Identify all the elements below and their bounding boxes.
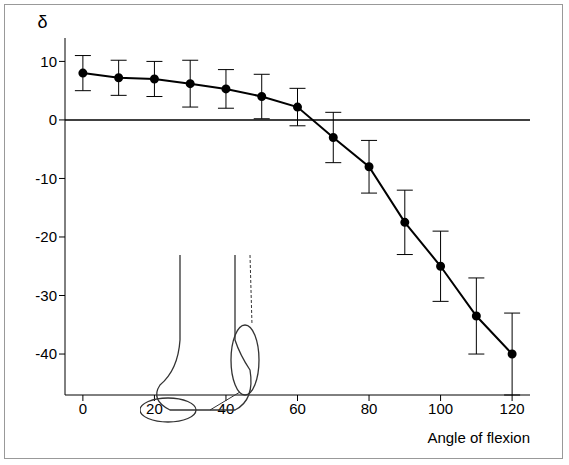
svg-text:-40: -40 — [35, 345, 57, 362]
svg-text:-20: -20 — [35, 228, 57, 245]
svg-text:120: 120 — [500, 400, 525, 417]
svg-text:80: 80 — [361, 400, 378, 417]
svg-text:-30: -30 — [35, 287, 57, 304]
svg-text:0: 0 — [49, 111, 57, 128]
svg-text:0: 0 — [79, 400, 87, 417]
svg-text:40: 40 — [218, 400, 235, 417]
svg-text:60: 60 — [289, 400, 306, 417]
svg-text:δ: δ — [37, 12, 47, 32]
svg-text:-10: -10 — [35, 170, 57, 187]
svg-text:20: 20 — [146, 399, 163, 417]
svg-text:100: 100 — [428, 400, 453, 417]
svg-text:Angle of flexion: Angle of flexion — [427, 429, 530, 446]
svg-text:10: 10 — [40, 53, 57, 70]
